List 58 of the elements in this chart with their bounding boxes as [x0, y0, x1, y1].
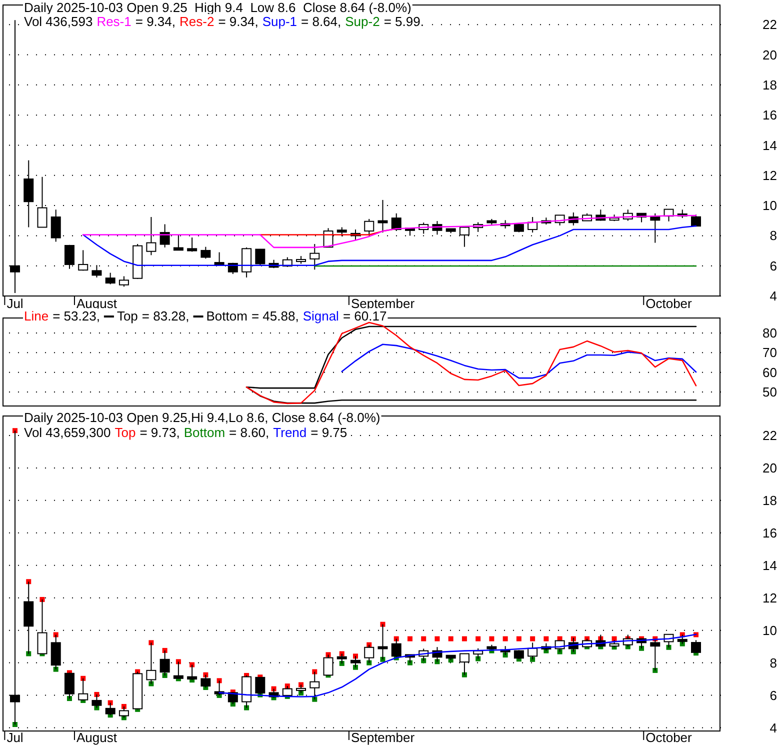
y-tick-label: 80	[762, 326, 777, 341]
y-tick-label: 12	[762, 590, 777, 606]
annotation: = 83.28,	[142, 308, 190, 324]
text: Signal	[302, 308, 340, 324]
y-tick-label: 14	[762, 558, 777, 573]
annotation: = 5.99.	[384, 14, 424, 29]
annotation: = 9.34,	[135, 14, 176, 29]
y-tick-label: 12	[762, 168, 777, 183]
x-tick-label: September	[350, 296, 416, 311]
y-tick-label: 6	[770, 258, 777, 274]
text: Res-1	[96, 14, 132, 29]
y-tick-label: 10	[762, 622, 777, 638]
chart-title: Daily 2025-10-03 Open 9.25 High 9.4 Low 8.6 Close 8.64 (-8.0%)	[24, 0, 412, 15]
y-tick-label: 70	[762, 345, 777, 360]
text: Sup-1	[262, 14, 298, 29]
legend-label: Top	[116, 308, 138, 324]
y-tick-label: 18	[762, 77, 777, 92]
y-tick-label: 8	[770, 655, 777, 670]
text: Line	[24, 308, 49, 324]
annotation: = 9.75	[310, 425, 348, 440]
text: Sup-2	[345, 14, 380, 29]
text: Vol 436,593	[24, 14, 93, 29]
x-tick-label: Jul	[6, 296, 24, 311]
y-tick-label: 6	[770, 688, 777, 703]
y-tick-label: 20	[762, 460, 777, 476]
text: Res-2	[180, 14, 214, 29]
y-tick-label: 8	[770, 228, 777, 244]
text: Trend	[273, 425, 307, 440]
y-tick-label: 22	[762, 17, 777, 32]
y-tick-label: 16	[762, 108, 777, 123]
y-tick-label: 4	[770, 720, 777, 736]
y-tick-label: 20	[762, 47, 777, 62]
y-tick-label: 60	[762, 364, 777, 380]
y-tick-label: 50	[762, 384, 777, 400]
y-tick-label: 10	[762, 198, 777, 214]
y-tick-label: 18	[762, 492, 777, 508]
annotation: = 60.17	[342, 308, 387, 324]
text: Top	[114, 425, 136, 440]
x-tick-label: August	[76, 296, 118, 311]
x-tick-label: September	[350, 730, 416, 745]
annotation: = 8.64,	[301, 14, 342, 29]
x-tick-label: Jul	[6, 730, 24, 745]
annotation: = 9.34,	[218, 14, 258, 29]
y-tick-label: 16	[762, 525, 777, 540]
x-tick-label: October	[646, 730, 693, 745]
x-tick-label: August	[76, 730, 118, 745]
y-tick-label: 4	[770, 288, 777, 304]
legend-label: Bottom	[206, 308, 248, 324]
text: Bottom	[184, 425, 226, 440]
x-tick-label: October	[646, 296, 693, 311]
annotation: = 45.88,	[251, 308, 299, 324]
annotation: = 8.60,	[229, 425, 270, 440]
annotation: = 53.23,	[52, 308, 100, 324]
text: Vol 43,659,300	[24, 425, 111, 440]
y-tick-label: 14	[762, 138, 777, 153]
annotation: = 9.73,	[140, 425, 180, 440]
chart-title: Daily 2025-10-03 Open 9.25,Hi 9.4,Lo 8.6, Close 8.64 (-8.0%)	[24, 410, 380, 425]
y-tick-label: 22	[762, 428, 777, 444]
